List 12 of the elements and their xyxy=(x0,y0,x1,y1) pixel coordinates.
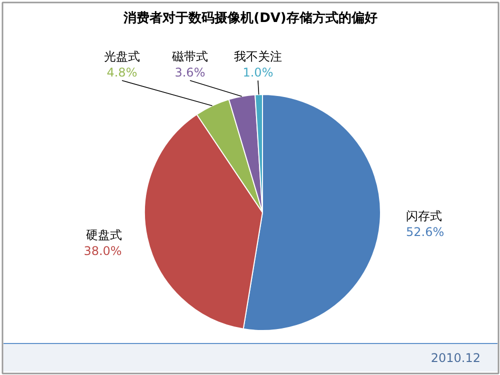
data-label: 38.0% xyxy=(84,244,122,258)
data-label: 52.6% xyxy=(406,225,444,240)
data-label: 3.6% xyxy=(174,66,206,80)
data-label: 4.8% xyxy=(106,66,138,80)
slice-label: 闪存式 xyxy=(406,209,442,224)
slice-label: 我不关注 xyxy=(234,50,282,64)
chart-title: 消费者对于数码摄像机(DV)存储方式的偏好 xyxy=(122,10,378,26)
slice-label: 磁带式 xyxy=(170,50,208,64)
text: 2010.12 xyxy=(430,351,480,365)
slice-label: 硬盘式 xyxy=(86,228,122,242)
slice-label: 光盘式 xyxy=(104,50,140,64)
data-label: 1.0% xyxy=(242,66,274,80)
